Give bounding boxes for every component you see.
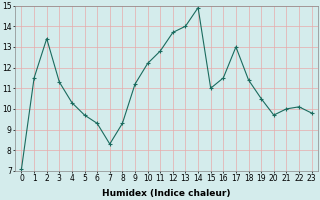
X-axis label: Humidex (Indice chaleur): Humidex (Indice chaleur) <box>102 189 231 198</box>
